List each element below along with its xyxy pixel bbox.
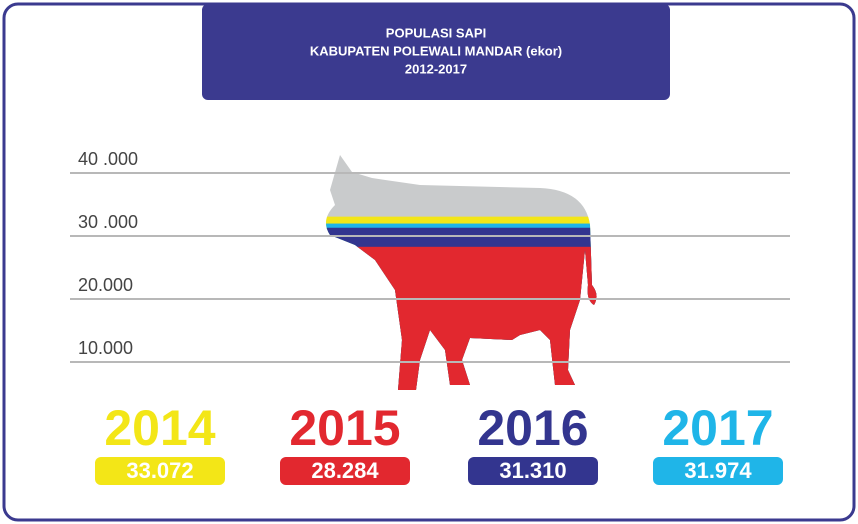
y-tick-label: 10.000 xyxy=(78,338,133,358)
year-label: 2016 xyxy=(477,400,588,456)
title: POPULASI SAPI xyxy=(386,25,486,40)
value-label: 33.072 xyxy=(126,458,193,483)
y-tick-label: 40 .000 xyxy=(78,149,138,169)
value-label: 31.310 xyxy=(499,458,566,483)
value-label: 31.974 xyxy=(684,458,752,483)
year-label: 2014 xyxy=(104,400,215,456)
y-tick-label: 20.000 xyxy=(78,275,133,295)
chart: POPULASI SAPI KABUPATEN POLEWALI MANDAR … xyxy=(0,0,858,524)
title: KABUPATEN POLEWALI MANDAR (ekor) xyxy=(310,43,562,58)
page: POPULASI SAPI KABUPATEN POLEWALI MANDAR … xyxy=(0,0,858,524)
y-tick-label: 30 .000 xyxy=(78,212,138,232)
value-label: 28.284 xyxy=(311,458,379,483)
year-label: 2017 xyxy=(662,400,773,456)
title: 2012-2017 xyxy=(405,61,467,76)
year-label: 2015 xyxy=(289,400,400,456)
